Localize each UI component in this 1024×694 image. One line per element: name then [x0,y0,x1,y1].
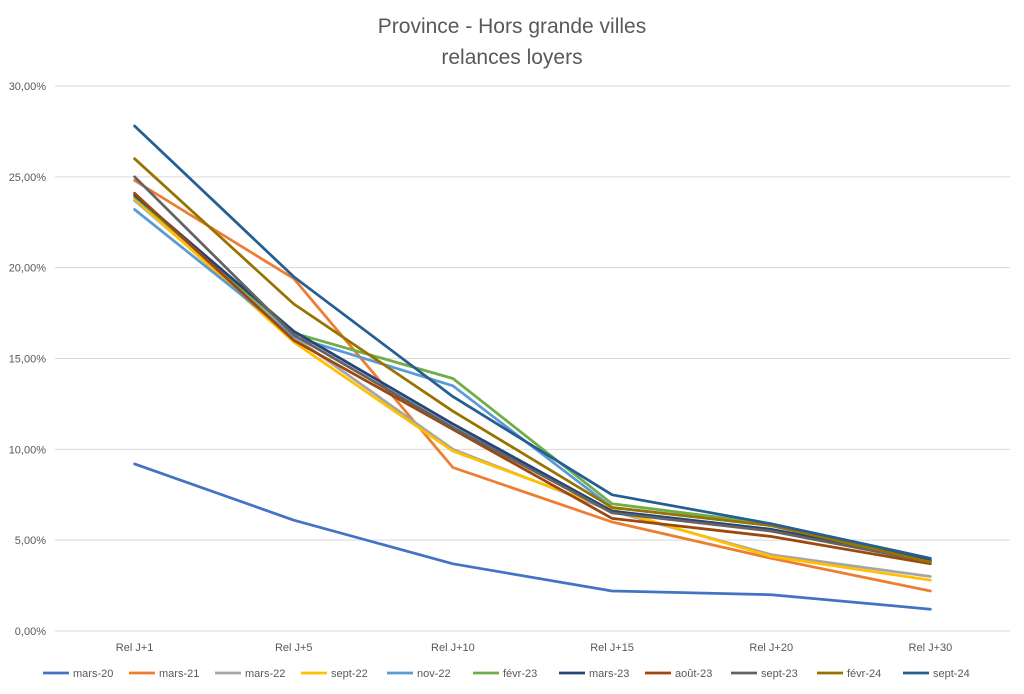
y-tick-label: 25,00% [9,172,47,184]
y-tick-label: 5,00% [15,535,46,547]
y-tick-label: 30,00% [9,81,47,93]
legend-item-sept-24: sept-24 [903,668,970,680]
series-line-sept-22 [133,197,932,582]
legend-label: mars-20 [73,668,113,680]
chart-title-line-2: relances loyers [441,46,582,69]
legend-label: mars-21 [159,668,199,680]
x-tick-label: Rel J+30 [909,642,953,654]
series-line-sept-23 [133,175,932,564]
legend-label: févr-23 [503,668,537,680]
legend-item-mars-22: mars-22 [215,668,285,680]
x-tick-label: Rel J+15 [590,642,634,654]
x-axis-tick-labels: Rel J+1 Rel J+5 Rel J+10 Rel J+15 Rel J+20 Re… [116,642,953,654]
series-line-sept-24 [133,124,932,560]
y-tick-label: 10,00% [9,444,47,456]
legend-label: sept-23 [761,668,798,680]
series-lines [133,124,932,611]
series-line-févr-24 [133,157,932,564]
chart-title-line-1: Province - Hors grande villes [378,15,646,38]
y-tick-label: 0,00% [15,626,46,638]
series-line-mars-20 [133,462,932,611]
y-tick-label: 15,00% [9,354,47,366]
legend-item-sept-22: sept-22 [301,668,368,680]
legend-item-mars-20: mars-20 [43,668,113,680]
x-tick-label: Rel J+20 [749,642,793,654]
legend-item-févr-23: févr-23 [473,668,537,680]
series-line-août-23 [133,191,932,566]
x-tick-label: Rel J+1 [116,642,154,654]
legend-label: mars-22 [245,668,285,680]
legend-item-févr-24: févr-24 [817,668,881,680]
legend-item-nov-22: nov-22 [387,668,451,680]
legend-label: sept-22 [331,668,368,680]
y-axis-tick-labels: 0,00% 5,00% 10,00% 15,00% 20,00% 25,00% 30,00% [9,81,47,638]
x-tick-label: Rel J+5 [275,642,313,654]
series-line-mars-21 [133,179,932,593]
legend-item-août-23: août-23 [645,668,712,680]
x-tick-label: Rel J+10 [431,642,475,654]
legend-item-mars-23: mars-23 [559,668,629,680]
y-tick-label: 20,00% [9,263,47,275]
legend-item-sept-23: sept-23 [731,668,798,680]
legend-label: nov-22 [417,668,451,680]
legend-item-mars-21: mars-21 [129,668,199,680]
legend-label: mars-23 [589,668,629,680]
legend: mars-20 mars-21 mars-22 sept-22 nov-22 févr-2… [43,668,970,680]
legend-label: sept-24 [933,668,970,680]
legend-label: août-23 [675,668,712,680]
legend-label: févr-24 [847,668,881,680]
